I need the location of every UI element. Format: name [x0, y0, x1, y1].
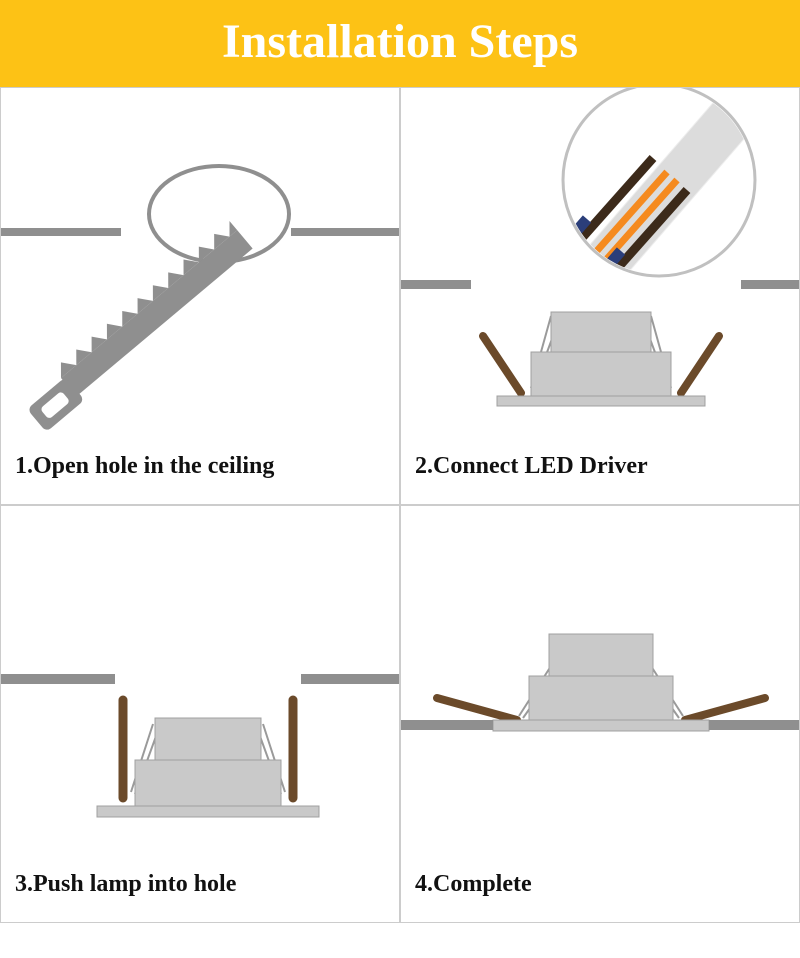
lamp-icon [97, 700, 319, 817]
step-1-illustration [1, 88, 399, 504]
step-2-caption: 2.Connect LED Driver [415, 453, 648, 480]
step-4-caption: 4.Complete [415, 871, 532, 898]
step-3-illustration [1, 506, 399, 922]
lamp-icon [437, 634, 765, 731]
ceiling-left-icon [1, 674, 115, 684]
step-3-caption: 3.Push lamp into hole [15, 871, 236, 898]
step-2-cell: 2.Connect LED Driver [400, 87, 800, 505]
ceiling-right-icon [741, 280, 800, 289]
ceiling-right-icon [291, 228, 400, 236]
cable-magnifier-icon [563, 88, 755, 280]
step-3-cell: 3.Push lamp into hole [0, 505, 400, 923]
header-title: Installation Steps [222, 15, 578, 68]
step-1-cell: 1.Open hole in the ceiling [0, 87, 400, 505]
ceiling-right-icon [301, 674, 400, 684]
step-2-illustration [401, 88, 799, 504]
saw-icon [18, 221, 258, 432]
ceiling-left-icon [401, 720, 493, 730]
ceiling-right-icon [709, 720, 800, 730]
step-1-caption: 1.Open hole in the ceiling [15, 453, 274, 480]
header: Installation Steps [0, 0, 800, 87]
step-4-illustration [401, 506, 799, 922]
lamp-icon [483, 312, 719, 406]
step-4-cell: 4.Complete [400, 505, 800, 923]
ceiling-left-icon [401, 280, 471, 289]
ceiling-left-icon [1, 228, 121, 236]
steps-grid: 1.Open hole in the ceiling [0, 87, 800, 923]
